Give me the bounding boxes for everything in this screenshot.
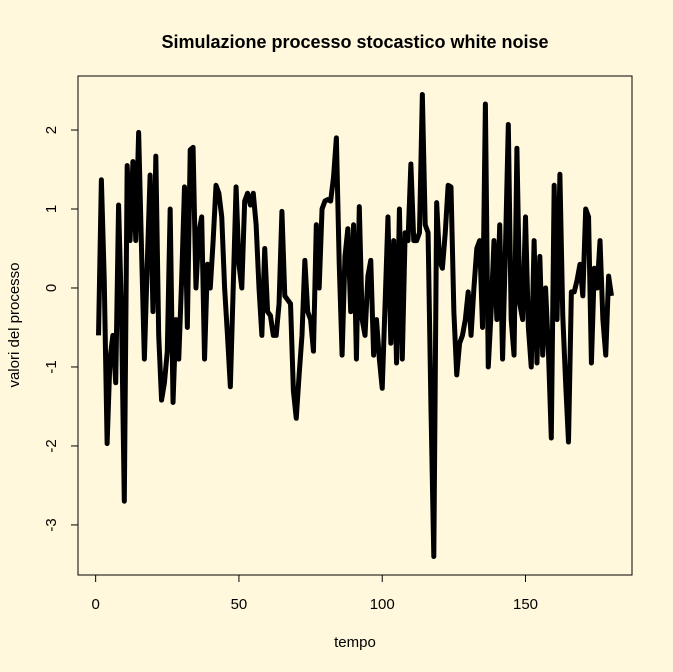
- y-axis-label: valori del processo: [6, 262, 23, 387]
- y-tick-label: 2: [43, 126, 60, 134]
- y-tick-label: 1: [43, 205, 60, 213]
- chart-title: Simulazione processo stocastico white no…: [161, 32, 548, 52]
- y-tick-label: -2: [43, 439, 60, 452]
- x-axis-label: tempo: [334, 634, 376, 651]
- y-tick-label: -3: [43, 518, 60, 531]
- x-tick-label: 50: [231, 596, 248, 613]
- x-tick-label: 100: [370, 596, 395, 613]
- data-line: [96, 91, 614, 560]
- y-tick-label: 0: [43, 284, 60, 292]
- x-tick-label: 150: [513, 596, 538, 613]
- x-tick-label: 0: [91, 596, 99, 613]
- y-tick-label: -1: [43, 360, 60, 373]
